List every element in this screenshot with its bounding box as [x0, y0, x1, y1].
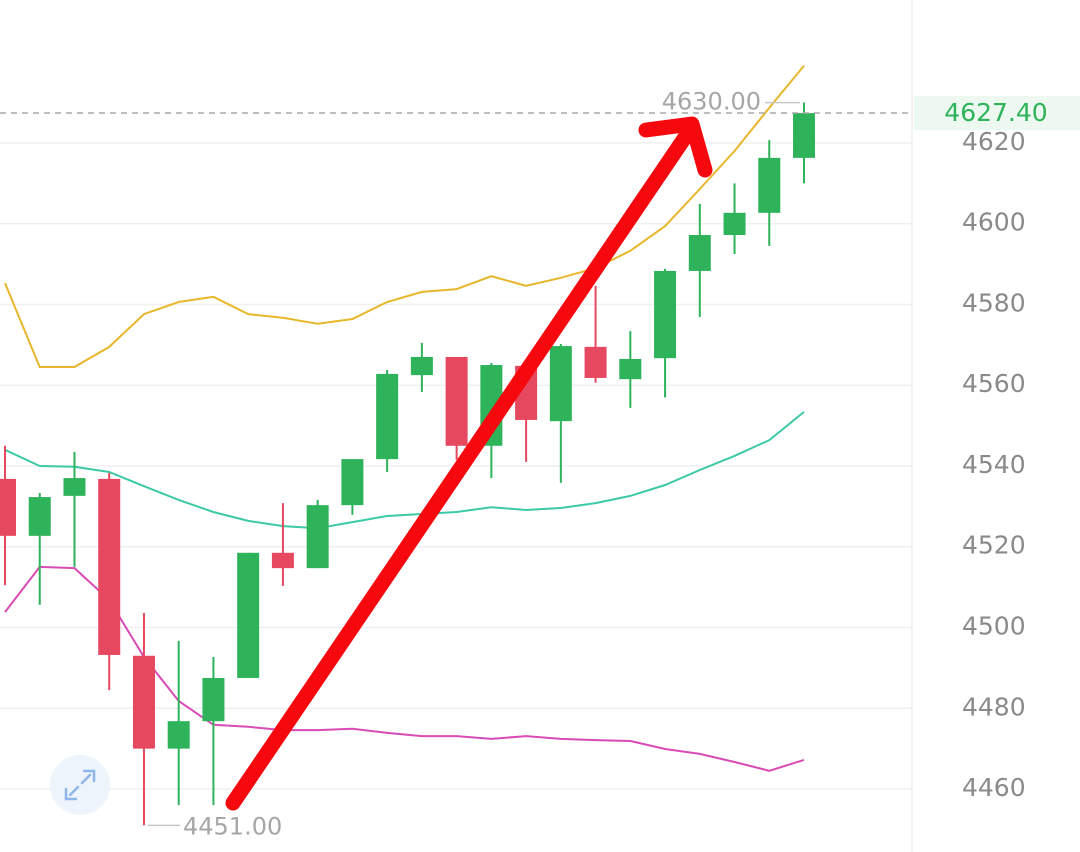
overlay-line	[4, 411, 805, 530]
arrow-shaft	[225, 122, 698, 811]
y-tick-label: 4520	[962, 531, 1026, 560]
candle-body	[584, 346, 607, 378]
candle-body	[306, 505, 329, 569]
candle-body	[445, 356, 468, 446]
candle-body	[619, 358, 642, 380]
y-tick-label: 4620	[962, 127, 1026, 156]
y-tick-label: 4500	[962, 611, 1026, 640]
candle-body	[793, 113, 816, 158]
candle-body	[688, 235, 711, 271]
y-tick-label: 4480	[962, 692, 1026, 721]
candle-body	[28, 497, 51, 536]
candle-body	[723, 212, 746, 236]
y-tick-label: 4580	[962, 288, 1026, 317]
candles	[0, 102, 816, 826]
candle-body	[202, 677, 225, 722]
overlay-line	[4, 65, 805, 368]
candle-body	[132, 655, 155, 749]
y-tick-label: 4540	[962, 450, 1026, 479]
candle-body	[98, 478, 121, 655]
candle-body	[758, 157, 781, 213]
candle-body	[237, 552, 260, 678]
expand-icon	[64, 769, 96, 801]
candle-body	[63, 478, 86, 496]
expand-button[interactable]	[50, 755, 110, 815]
y-tick-label: 4560	[962, 369, 1026, 398]
candle-body	[410, 356, 433, 376]
overlay-line	[4, 565, 805, 772]
candle-body	[167, 721, 190, 749]
min-label: 4451.00	[183, 812, 282, 840]
candle-body	[549, 346, 572, 422]
trend-arrow	[225, 116, 713, 811]
candle-body	[654, 270, 677, 359]
candle-body	[271, 552, 294, 569]
candle-body	[376, 373, 399, 460]
last-price-badge	[914, 96, 1080, 131]
y-tick-label: 4600	[962, 208, 1026, 237]
candle-body	[0, 478, 16, 536]
arrow-head	[638, 116, 713, 178]
annotations: 4627.40 4630.00 4451.00	[0, 88, 1080, 840]
max-label: 4630.00	[662, 88, 761, 116]
overlays	[4, 65, 805, 772]
expand-bg	[50, 755, 110, 815]
last-price-label: 4627.40	[944, 98, 1047, 127]
candle-body	[341, 459, 364, 506]
y-tick-label: 4460	[962, 773, 1026, 802]
